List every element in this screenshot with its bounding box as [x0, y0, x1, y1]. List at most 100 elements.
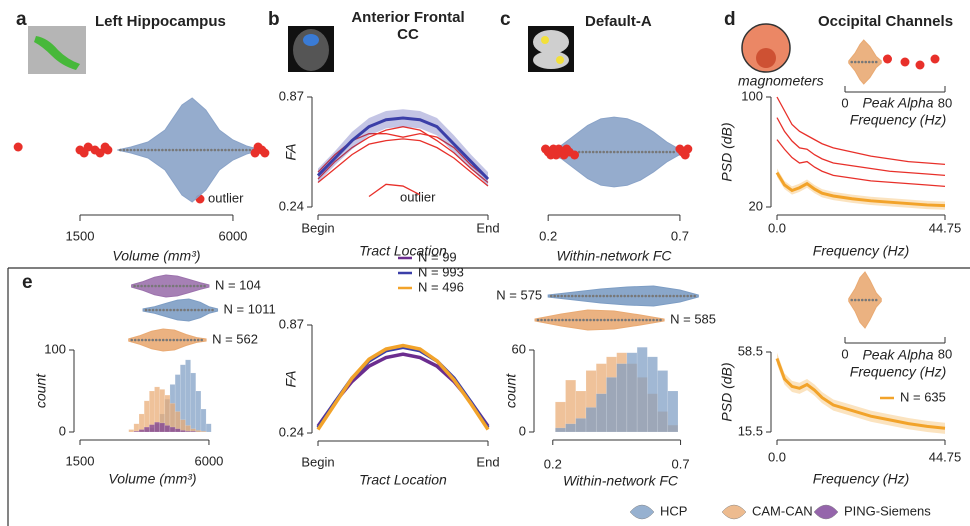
y-tick-label: 15.5 — [738, 423, 763, 438]
x-tick-label: 0.7 — [671, 228, 689, 243]
y-axis-label: FA — [283, 144, 299, 161]
panel-letter: c — [500, 9, 511, 30]
outlier — [103, 146, 112, 155]
histogram-bar — [170, 427, 175, 432]
y-axis-label: PSD (dB) — [719, 362, 735, 421]
outlier — [931, 55, 940, 64]
histogram-bar — [576, 418, 586, 432]
histogram-bar — [175, 429, 180, 432]
x-tick-label: 0 — [841, 346, 848, 361]
histogram-bar — [191, 431, 196, 432]
histogram-bar — [196, 391, 201, 432]
histogram-bar — [196, 430, 201, 432]
histogram-bar — [201, 409, 206, 432]
x-axis-label: Peak Alpha — [862, 347, 933, 363]
chart-title: Anterior Frontal — [351, 9, 464, 26]
histogram-bar — [185, 360, 190, 432]
x-tick-label: 0.0 — [768, 220, 786, 235]
y-tick-label: 60 — [512, 341, 526, 356]
histogram-bar — [596, 394, 606, 432]
legend-label: N = 99 — [418, 249, 457, 264]
legend-label: N = 496 — [418, 279, 464, 294]
x-tick-label: 0.2 — [544, 456, 562, 471]
x-axis-label: Within-network FC — [557, 248, 673, 264]
y-tick-label: 100 — [741, 88, 763, 103]
violin-label: N = 562 — [212, 331, 258, 346]
histogram-bar — [627, 353, 637, 432]
tract-thumbnail — [288, 26, 334, 72]
x-tick-label: Begin — [301, 454, 334, 469]
y-tick-label: 100 — [44, 341, 66, 356]
chart-title: Default-A — [585, 13, 652, 30]
y-axis-label: count — [33, 373, 49, 408]
x-tick-label: 0.0 — [768, 449, 786, 464]
y-tick-label: 20 — [749, 198, 763, 213]
chart-title: Left Hippocampus — [95, 13, 226, 30]
histogram-bar — [555, 402, 565, 432]
outlier — [916, 61, 925, 70]
histogram-bar — [180, 430, 185, 432]
x-axis-label: Frequency (Hz) — [850, 112, 946, 128]
x-axis-label: Tract Location — [359, 472, 447, 488]
y-tick-label: 58.5 — [738, 343, 763, 358]
histogram-bar — [647, 357, 657, 432]
histogram-bar — [134, 424, 139, 432]
histogram-bar — [555, 428, 565, 432]
x-axis-label: Frequency (Hz) — [813, 471, 909, 487]
y-axis-label: FA — [283, 371, 299, 388]
histogram-bar — [637, 347, 647, 432]
histogram-bar — [668, 391, 678, 432]
histogram-bar — [160, 423, 165, 432]
histogram-bar — [165, 425, 170, 432]
chart-title: Occipital Channels — [818, 13, 953, 30]
y-tick-label: 0 — [59, 423, 66, 438]
violin-label: N = 104 — [215, 277, 261, 292]
x-tick-label: End — [476, 454, 499, 469]
figure: aLeft Hippocampusoutlier15006000Volume (… — [0, 0, 970, 526]
x-tick-label: 80 — [938, 95, 952, 110]
x-tick-label: 0.2 — [539, 228, 557, 243]
legend-label: N = 993 — [418, 264, 464, 279]
histogram-bar — [134, 431, 139, 432]
legend-label: PING-Siemens — [844, 503, 931, 518]
x-axis-label: Peak Alpha — [862, 95, 933, 111]
violin-label: N = 585 — [670, 311, 716, 326]
hippocampus-thumbnail — [28, 26, 86, 74]
x-tick-label: 6000 — [218, 228, 247, 243]
y-tick-label: 0.24 — [279, 198, 304, 213]
outlier — [260, 149, 269, 158]
network-thumbnail — [528, 26, 574, 72]
legend-label: CAM-CAN — [752, 503, 813, 518]
x-tick-label: 1500 — [66, 228, 95, 243]
x-tick-label: 1500 — [66, 453, 95, 468]
y-axis-label: count — [503, 373, 519, 408]
panel-letter: d — [724, 9, 736, 30]
outlier — [683, 145, 692, 154]
x-tick-label: Begin — [301, 220, 334, 235]
histogram-bar — [586, 407, 596, 432]
histogram-bar — [155, 422, 160, 432]
outlier — [901, 58, 910, 67]
histogram-bar — [201, 431, 206, 432]
x-tick-label: 44.75 — [929, 220, 962, 235]
sensor-head — [742, 24, 790, 72]
panel-letter: e — [22, 272, 33, 293]
x-axis-label: Volume (mm³) — [108, 471, 196, 487]
annotation: outlier — [208, 190, 244, 205]
histogram-bar — [617, 364, 627, 432]
y-tick-label: 0.87 — [279, 316, 304, 331]
x-axis-label: Within-network FC — [563, 473, 679, 489]
histogram-bar — [566, 424, 576, 432]
y-axis-label: PSD (dB) — [719, 122, 735, 181]
x-tick-label: 80 — [938, 346, 952, 361]
x-axis-label: Frequency (Hz) — [813, 243, 909, 259]
y-tick-label: 0.87 — [279, 88, 304, 103]
outlier — [883, 55, 892, 64]
histogram-bar — [658, 371, 668, 433]
outlier — [14, 143, 23, 152]
x-tick-label: 0.7 — [672, 456, 690, 471]
histogram-bar — [139, 430, 144, 432]
x-tick-label: 6000 — [194, 453, 223, 468]
x-axis-label: Volume (mm³) — [112, 248, 200, 264]
y-tick-label: 0 — [519, 423, 526, 438]
